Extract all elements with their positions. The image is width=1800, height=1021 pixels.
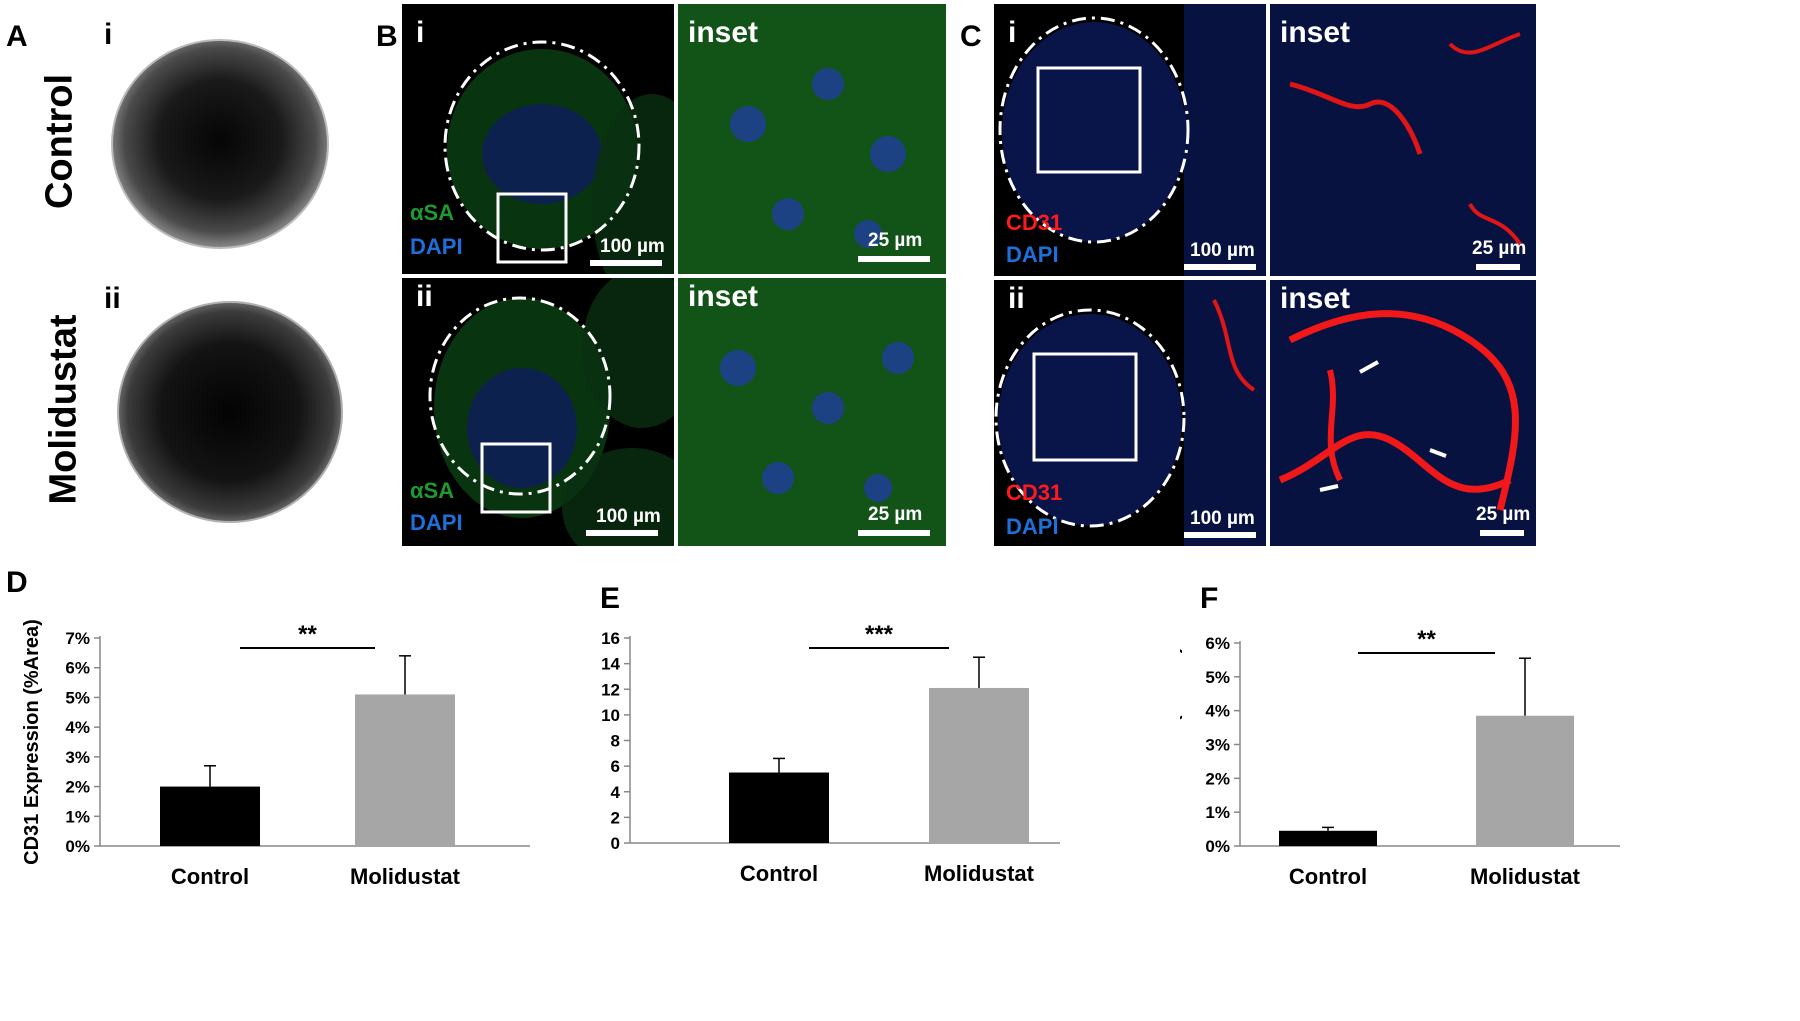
row-label-molidustat: Molidustat xyxy=(42,314,85,505)
marker-label-asa-b-i: αSA xyxy=(410,200,455,225)
y-tick-label: 6 xyxy=(611,757,620,776)
inset-label-b-ii: inset xyxy=(688,280,759,313)
scale-label-b-ii: 100 µm xyxy=(596,506,661,527)
significance-marker: *** xyxy=(865,621,894,648)
brightfield-organoid-control xyxy=(104,34,336,256)
marker-label-asa-b-ii: αSA xyxy=(410,478,455,503)
scale-label-b-i-inset: 25 µm xyxy=(868,230,923,251)
y-tick-label: 5% xyxy=(65,688,90,707)
significance-marker: ** xyxy=(298,621,317,648)
bar-control xyxy=(1279,830,1377,846)
scale-label-c-ii-inset: 25 µm xyxy=(1476,504,1531,525)
inset-label-c-ii: inset xyxy=(1280,282,1351,315)
row-label-a-i: i xyxy=(104,18,113,51)
category-label: Molidustat xyxy=(1470,864,1581,889)
label-c-i: i xyxy=(1008,16,1017,49)
row-label-control: Control xyxy=(38,73,81,210)
category-label: Control xyxy=(171,864,249,889)
scale-bar-c-i-inset xyxy=(1476,264,1520,270)
micrograph-c-ii: ii CD31 DAPI 100 µm xyxy=(994,280,1266,546)
scale-label-c-ii: 100 µm xyxy=(1190,508,1255,529)
bar-molidustat xyxy=(929,687,1029,843)
y-tick-label: 14 xyxy=(601,655,620,674)
y-tick-label: 8 xyxy=(611,732,620,751)
scale-bar-b-i xyxy=(590,260,662,266)
y-tick-label: 1% xyxy=(1205,803,1230,822)
scale-bar-b-ii xyxy=(586,530,658,536)
y-axis-label: Lumen Area (%Area) xyxy=(1180,647,1183,843)
chart-letter: E xyxy=(600,582,620,615)
brightfield-organoid-molidustat xyxy=(112,296,348,528)
scale-label-b-ii-inset: 25 µm xyxy=(868,504,923,525)
micrograph-c-i: i CD31 DAPI 100 µm xyxy=(994,4,1266,276)
scale-bar-b-i-inset xyxy=(858,256,930,262)
dapi-label-c-ii: DAPI xyxy=(1006,514,1059,539)
y-tick-label: 2% xyxy=(65,778,90,797)
label-c-ii: ii xyxy=(1008,282,1025,315)
dapi-label-c-i: DAPI xyxy=(1006,242,1059,267)
scale-bar-c-ii xyxy=(1184,532,1256,538)
y-tick-label: 1% xyxy=(65,807,90,826)
scale-bar-c-i xyxy=(1184,264,1256,270)
bar-molidustat xyxy=(1476,715,1574,846)
scale-label-c-i: 100 µm xyxy=(1190,240,1255,261)
category-label: Molidustat xyxy=(350,864,461,889)
scale-bar-c-ii-inset xyxy=(1480,530,1524,536)
y-tick-label: 6% xyxy=(65,659,90,678)
micrograph-b-i-inset: inset 25 µm xyxy=(678,4,946,274)
category-label: Control xyxy=(1289,864,1367,889)
chart-d-svg: D 0% 1% 2% 3% 4% 5% 6% 7% CD31 Expression (%Area)… xyxy=(6,566,530,889)
micrograph-c-ii-inset: inset 25 µm xyxy=(1270,280,1536,546)
y-tick-label: 3% xyxy=(65,748,90,767)
y-tick-label: 0% xyxy=(65,837,90,856)
micrograph-b-ii-inset: inset 25 µm xyxy=(678,278,946,546)
row-label-a-ii: ii xyxy=(104,282,121,315)
chart-letter: F xyxy=(1200,582,1218,615)
micrograph-b-i: i αSA DAPI 100 µm xyxy=(402,4,674,274)
bar-control xyxy=(729,772,829,843)
panel-letter-c: C xyxy=(960,20,982,53)
significance-marker: ** xyxy=(1417,626,1436,653)
bar-control xyxy=(160,786,260,846)
chart-d: D 0% 1% 2% 3% 4% 5% 6% 7% CD31 Expression (%Area)… xyxy=(0,560,580,1016)
y-tick-label: 0 xyxy=(611,834,620,853)
y-tick-label: 3% xyxy=(1205,736,1230,755)
panel-letter-b: B xyxy=(376,20,398,53)
label-b-ii: ii xyxy=(416,280,433,313)
panel-letter-a: A xyxy=(6,20,28,53)
scale-label-b-i: 100 µm xyxy=(600,236,665,257)
y-tick-label: 2% xyxy=(1205,769,1230,788)
category-label: Control xyxy=(740,861,818,886)
y-tick-label: 10 xyxy=(601,706,620,725)
category-label: Molidustat xyxy=(924,861,1035,886)
y-tick-label: 4 xyxy=(611,783,621,802)
chart-f-svg: F 0% 1% 2% 3% 4% 5% 6% Lumen Area (%Area) Control… xyxy=(1161,582,1620,889)
y-tick-label: 16 xyxy=(601,629,620,648)
y-tick-label: 2 xyxy=(611,808,620,827)
inset-label-c-i: inset xyxy=(1280,16,1351,49)
y-tick-label: 7% xyxy=(65,629,90,648)
micrograph-c-i-inset: inset 25 µm xyxy=(1270,4,1536,276)
inset-label-b-i: inset xyxy=(688,16,759,49)
y-tick-label: 6% xyxy=(1205,634,1230,653)
label-b-i: i xyxy=(416,16,425,49)
marker-label-cd31-c-ii: CD31 xyxy=(1006,480,1063,505)
y-tick-label: 4% xyxy=(1205,702,1230,721)
bar-molidustat xyxy=(355,694,455,846)
chart-letter: D xyxy=(6,566,28,599)
y-tick-label: 5% xyxy=(1205,668,1230,687)
dapi-label-b-ii: DAPI xyxy=(410,510,463,535)
marker-label-cd31-c-i: CD31 xyxy=(1006,210,1063,235)
y-tick-label: 0% xyxy=(1205,837,1230,856)
y-tick-label: 4% xyxy=(65,718,90,737)
scale-label-c-i-inset: 25 µm xyxy=(1472,238,1527,259)
dapi-label-b-i: DAPI xyxy=(410,234,463,259)
y-axis-label: CD31 Expression (%Area) xyxy=(21,619,43,865)
chart-f: F 0% 1% 2% 3% 4% 5% 6% Lumen Area (%Area) Control… xyxy=(1161,560,1800,1016)
micrograph-b-ii: ii αSA DAPI 100 µm xyxy=(402,278,674,546)
scale-bar-b-ii-inset xyxy=(858,530,930,536)
y-tick-label: 12 xyxy=(601,680,620,699)
